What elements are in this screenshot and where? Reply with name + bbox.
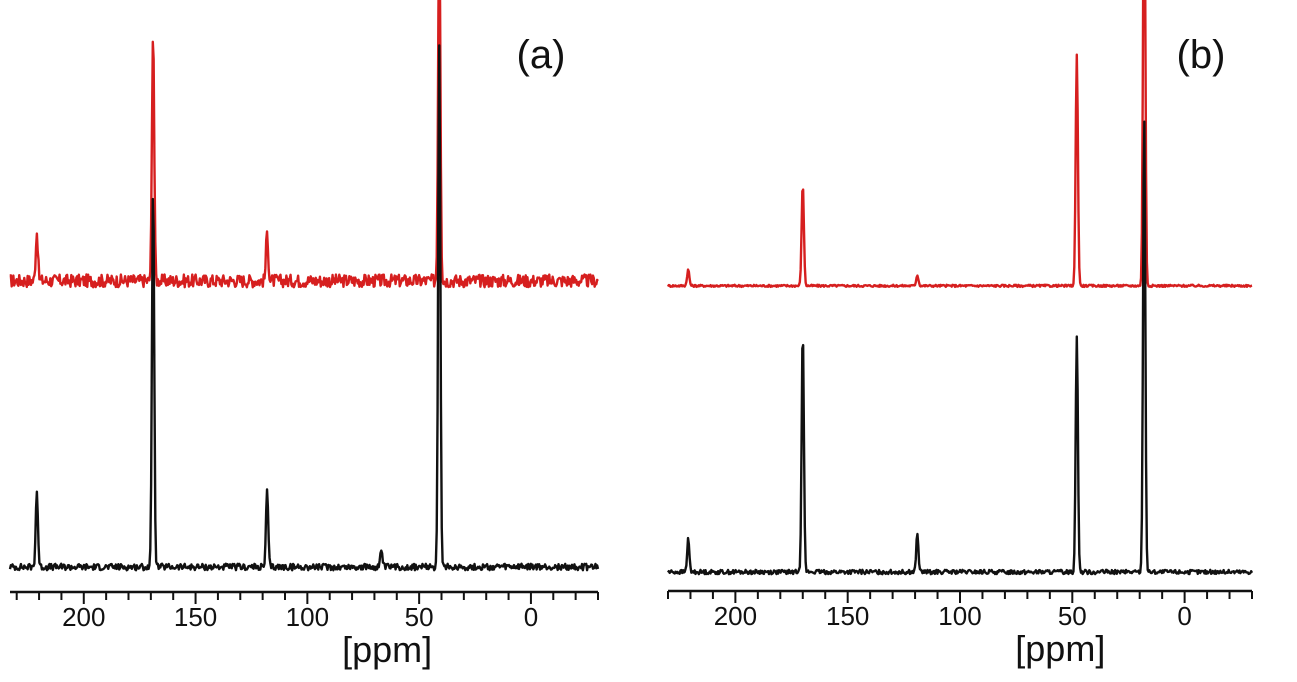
- panel-label: (b): [1177, 33, 1226, 77]
- x-axis-label: [ppm]: [1015, 628, 1105, 669]
- x-tick-label: 50: [405, 602, 434, 632]
- nmr-panel-a: 200 150 100 50 0 [ppm] (a): [8, 0, 600, 670]
- spectrum-red-trace: [666, 0, 1253, 289]
- x-tick-label: 150: [174, 602, 217, 632]
- nmr-panel-b: 200 150 100 50 0 [ppm] (b): [666, 0, 1254, 669]
- spectrum-red-trace: [9, 0, 599, 289]
- x-tick-label: 100: [286, 602, 329, 632]
- x-tick-label: 0: [524, 602, 538, 632]
- panel-label: (a): [517, 33, 566, 77]
- spectrum-black-trace: [667, 120, 1254, 576]
- x-tick-label: 200: [714, 601, 757, 631]
- spectrum-black-trace: [8, 44, 600, 572]
- x-tick-label: 50: [1058, 601, 1087, 631]
- x-tick-label: 0: [1177, 601, 1191, 631]
- x-tick-label: 100: [938, 601, 981, 631]
- x-axis-label: [ppm]: [342, 629, 432, 670]
- x-tick-label: 150: [826, 601, 869, 631]
- x-tick-label: 200: [62, 602, 105, 632]
